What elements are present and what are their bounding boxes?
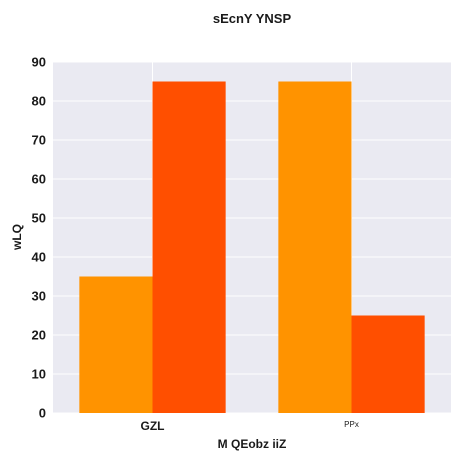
y-tick-label: 50 — [32, 211, 46, 226]
chart-title: sEcnY YNSP — [213, 11, 292, 26]
y-tick-label: 70 — [32, 133, 46, 148]
bar-PPx-series-2 — [351, 315, 425, 413]
y-axis-label: wLQ — [10, 224, 24, 251]
y-tick-label: 0 — [39, 406, 46, 421]
y-tick-label: 90 — [32, 55, 46, 70]
bar-GZL-series-2 — [152, 81, 226, 413]
x-axis-label: M QEobz iiZ — [218, 437, 287, 451]
bar-GZL-series-1 — [79, 276, 153, 413]
y-tick-label: 10 — [32, 367, 46, 382]
y-tick-label: 20 — [32, 328, 46, 343]
bars — [79, 81, 425, 413]
y-tick-label: 40 — [32, 250, 46, 265]
x-tick-labels: GZL PPx — [141, 419, 359, 433]
y-tick-labels: 0 10 20 30 40 50 60 70 80 90 — [32, 55, 46, 421]
y-tick-label: 60 — [32, 172, 46, 187]
x-tick-label: PPx — [344, 420, 359, 429]
bar-PPx-series-1 — [278, 81, 352, 413]
y-tick-label: 80 — [32, 94, 46, 109]
x-tick-label: GZL — [141, 419, 165, 433]
y-tick-label: 30 — [32, 289, 46, 304]
